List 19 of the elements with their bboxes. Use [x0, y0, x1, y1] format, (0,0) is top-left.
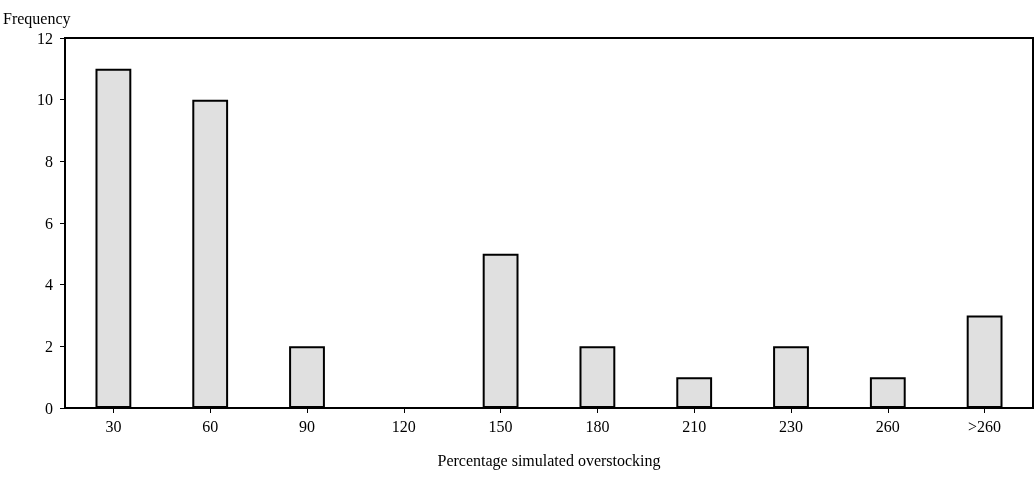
y-tick-label: 8	[45, 152, 53, 170]
x-tick-label: >260	[968, 417, 1002, 435]
x-tick-label: 90	[299, 417, 315, 435]
x-tick-label: 180	[585, 417, 610, 435]
y-axis-title: Frequency	[3, 9, 71, 28]
x-tick-label: 210	[682, 417, 707, 435]
x-tick-label: 60	[202, 417, 219, 435]
y-tick-label: 10	[37, 91, 53, 109]
x-tick-label: 30	[105, 417, 122, 435]
y-tick-label: 0	[45, 399, 53, 417]
x-tick-label: 120	[391, 417, 416, 435]
y-tick-label: 6	[45, 214, 53, 232]
x-tick-label: 260	[875, 417, 900, 435]
x-tick-label: 150	[488, 417, 513, 435]
y-tick-label: 2	[45, 337, 53, 355]
x-axis-title: Percentage simulated overstocking	[437, 451, 661, 470]
x-tick-label: 230	[779, 417, 803, 435]
y-tick-label: 12	[37, 29, 53, 47]
y-tick-label: 4	[45, 276, 53, 294]
